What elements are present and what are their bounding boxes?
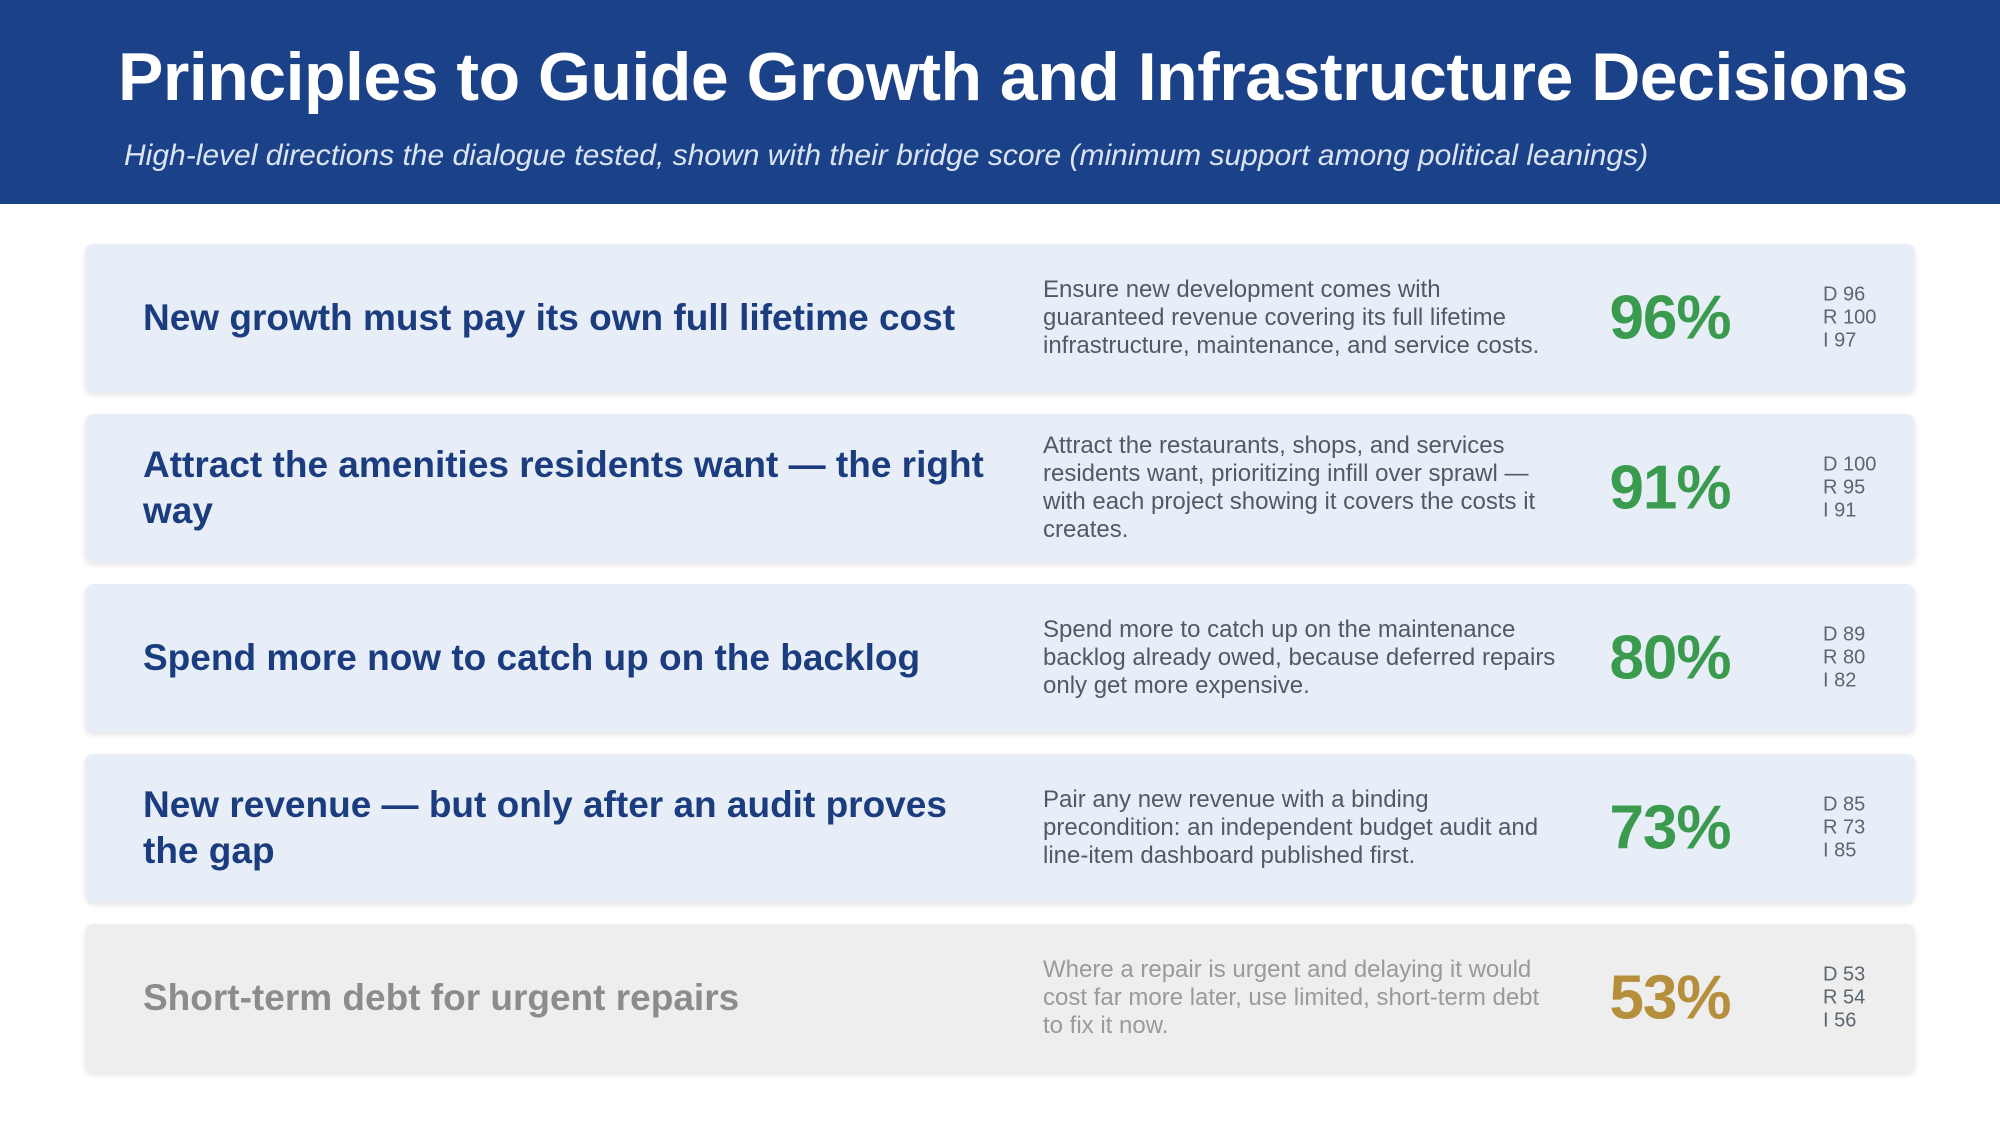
principle-title: Spend more now to catch up on the backlo… (143, 637, 921, 678)
page-subtitle: High-level directions the dialogue teste… (124, 139, 1649, 172)
republican-support: R 73 (1823, 816, 1866, 839)
principle-title: Attract the amenities residents want — t… (143, 444, 984, 531)
bridge-score: 96% (1609, 283, 1731, 353)
democrat-support: D 85 (1823, 793, 1866, 816)
principle-row: New growth must pay its own full lifetim… (85, 244, 1915, 392)
independent-support: I 85 (1823, 839, 1857, 862)
independent-support: I 91 (1823, 499, 1857, 522)
principle-description: Where a repair is urgent and delaying it… (1043, 956, 1540, 1039)
support-breakdown: D 85 R 73 I 85 (1823, 794, 1865, 863)
republican-support: R 95 (1823, 476, 1866, 499)
principles-list: New growth must pay its own full lifetim… (85, 244, 1915, 1094)
principle-description: Ensure new development comes with guaran… (1043, 276, 1540, 359)
principle-row: Attract the amenities residents want — t… (85, 414, 1915, 562)
principle-row: Short-term debt for urgent repairs Where… (85, 924, 1915, 1072)
principle-description: Pair any new revenue with a binding prec… (1043, 786, 1539, 869)
republican-support: R 54 (1823, 986, 1866, 1009)
support-breakdown: D 100 R 95 I 91 (1823, 454, 1876, 523)
independent-support: I 97 (1823, 329, 1857, 352)
democrat-support: D 100 (1823, 453, 1877, 476)
independent-support: I 82 (1823, 669, 1857, 692)
principle-description: Spend more to catch up on the maintenanc… (1043, 616, 1556, 699)
bridge-score: 73% (1609, 793, 1731, 863)
support-breakdown: D 89 R 80 I 82 (1823, 624, 1865, 693)
principle-row: New revenue — but only after an audit pr… (85, 754, 1915, 902)
democrat-support: D 53 (1823, 963, 1866, 986)
principle-title: New revenue — but only after an audit pr… (143, 784, 947, 871)
support-breakdown: D 53 R 54 I 56 (1823, 964, 1865, 1033)
principle-title: New growth must pay its own full lifetim… (143, 297, 956, 338)
bridge-score: 80% (1609, 623, 1731, 693)
independent-support: I 56 (1823, 1009, 1857, 1032)
bridge-score: 53% (1609, 963, 1731, 1033)
principle-description: Attract the restaurants, shops, and serv… (1043, 432, 1536, 543)
republican-support: R 80 (1823, 646, 1866, 669)
header-banner: Principles to Guide Growth and Infrastru… (0, 0, 2000, 204)
republican-support: R 100 (1823, 306, 1877, 329)
support-breakdown: D 96 R 100 I 97 (1823, 284, 1876, 353)
bridge-score: 91% (1609, 453, 1731, 523)
democrat-support: D 89 (1823, 623, 1866, 646)
democrat-support: D 96 (1823, 283, 1866, 306)
page-title: Principles to Guide Growth and Infrastru… (118, 39, 1908, 115)
principle-title: Short-term debt for urgent repairs (143, 977, 740, 1018)
principle-row: Spend more now to catch up on the backlo… (85, 584, 1915, 732)
